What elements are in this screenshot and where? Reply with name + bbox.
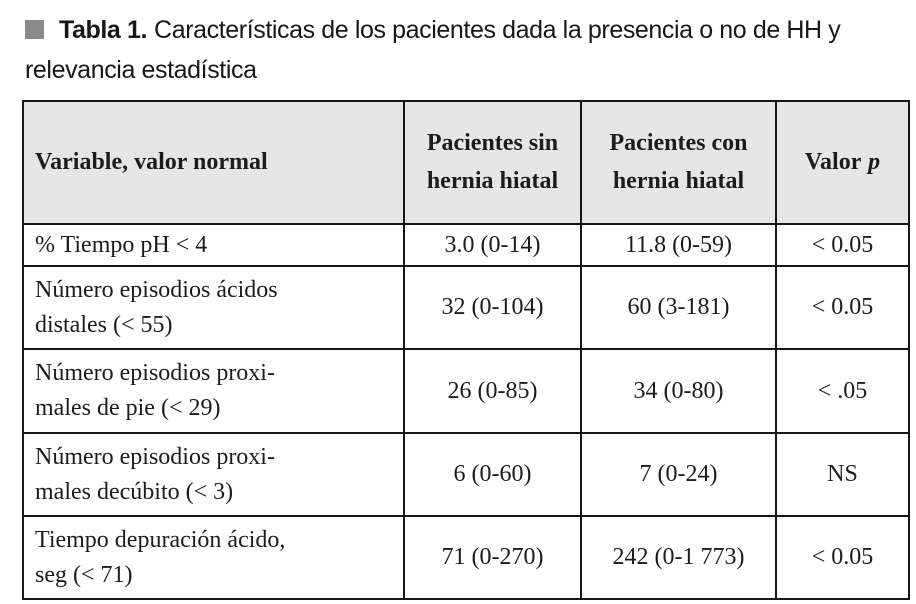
square-bullet-icon	[25, 20, 44, 39]
variable-line: males de pie (< 29)	[35, 395, 221, 421]
cell-con-hernia: 242 (0-1 773)	[580, 515, 777, 600]
variable-line: Número episodios proxi-	[35, 443, 275, 470]
table-row: Número episodios proxi-males decúbito (<…	[22, 432, 910, 517]
cell-con-hernia: 7 (0-24)	[580, 432, 777, 517]
table-caption: Tabla 1. Características de los pacientes…	[25, 10, 895, 90]
cell-con-hernia: 11.8 (0-59)	[580, 223, 777, 267]
variable-line: distales (< 55)	[35, 311, 173, 338]
variable-line: males decúbito (< 3)	[35, 478, 234, 505]
table-row: Tiempo depuración ácido, seg (< 71) 71 (0…	[22, 515, 910, 600]
cell-variable: Número episodios proxi-males de pie (< 2…	[22, 348, 405, 434]
header-valor-p-text: Valor	[804, 148, 862, 175]
cell-variable: % Tiempo pH < 4	[22, 223, 405, 267]
cell-sin-hernia: 71 (0-270)	[403, 515, 582, 600]
cell-con-hernia: 34 (0-80)	[580, 348, 777, 434]
table-caption-line1: Características de los pacientes dada la…	[154, 16, 841, 44]
header-variable: Variable, valor normal	[22, 100, 405, 225]
cell-valor-p: NS	[775, 432, 910, 517]
header-row: Variable, valor normal Pacientes sin her…	[22, 100, 910, 225]
header-valor-p: Valor p	[775, 100, 910, 225]
table-row: Número episodios proxi-males de pie (< 2…	[22, 348, 910, 434]
cell-variable: Número episodios ácidos distales (< 55)	[22, 265, 405, 350]
header-valor-p-italic: p	[868, 148, 881, 175]
header-con-hernia: Pacientes con hernia hiatal	[580, 100, 777, 225]
variable-line: seg (< 71)	[35, 561, 133, 588]
cell-variable: Número episodios proxi-males decúbito (<…	[22, 432, 405, 517]
variable-line: % Tiempo pH < 4	[35, 231, 208, 258]
cell-valor-p: < 0.05	[775, 515, 910, 600]
cell-sin-hernia: 3.0 (0-14)	[403, 223, 582, 267]
header-sin-hernia: Pacientes sin hernia hiatal	[403, 100, 582, 225]
variable-line: Número episodios proxi-	[35, 360, 275, 387]
patients-characteristics-table: Variable, valor normal Pacientes sin her…	[22, 100, 910, 600]
cell-valor-p: < 0.05	[775, 223, 910, 267]
cell-con-hernia: 60 (3-181)	[580, 265, 777, 350]
cell-valor-p: < .05	[775, 348, 910, 434]
variable-line: Número episodios ácidos	[35, 276, 278, 303]
table-row: Número episodios ácidos distales (< 55) 3…	[22, 265, 910, 350]
table-caption-line2: relevancia estadística	[25, 56, 257, 84]
cell-valor-p: < 0.05	[775, 265, 910, 350]
cell-sin-hernia: 26 (0-85)	[403, 348, 582, 434]
table-caption-label: Tabla 1.	[59, 16, 148, 44]
variable-line: Tiempo depuración ácido,	[35, 526, 286, 553]
cell-sin-hernia: 6 (0-60)	[403, 432, 582, 517]
cell-variable: Tiempo depuración ácido, seg (< 71)	[22, 515, 405, 600]
table-row: % Tiempo pH < 4 3.0 (0-14) 11.8 (0-59) <…	[22, 223, 910, 267]
cell-sin-hernia: 32 (0-104)	[403, 265, 582, 350]
